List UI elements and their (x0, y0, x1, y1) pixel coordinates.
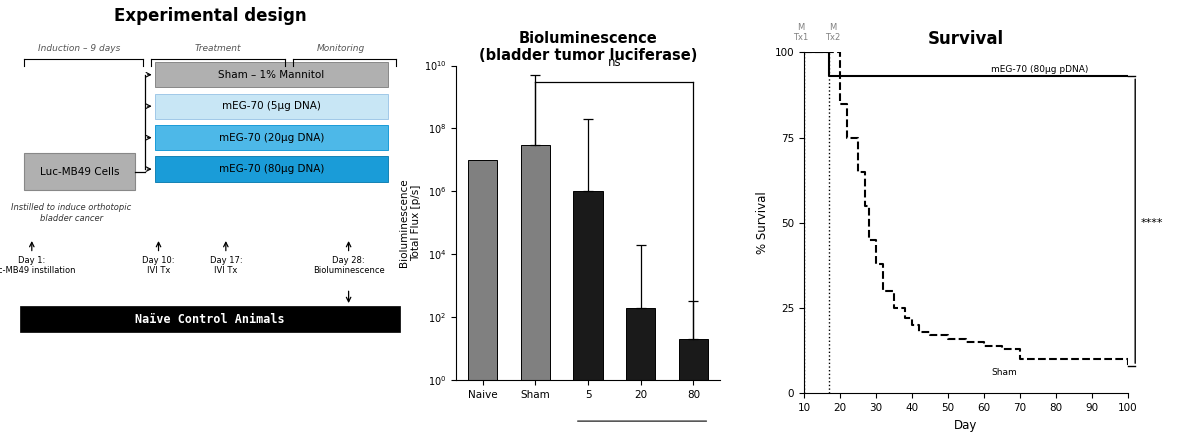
Text: Day 28:
Bioluminescence: Day 28: Bioluminescence (313, 256, 384, 275)
Text: mEG-70 (20μg DNA): mEG-70 (20μg DNA) (218, 133, 324, 142)
FancyBboxPatch shape (20, 306, 400, 332)
Text: ****: **** (1140, 218, 1163, 228)
Text: mEG-70 (80μg DNA): mEG-70 (80μg DNA) (218, 164, 324, 174)
Text: Luc-MB49 Cells: Luc-MB49 Cells (40, 167, 119, 177)
Bar (521, 145, 550, 437)
Text: Sham – 1% Mannitol: Sham – 1% Mannitol (218, 70, 324, 80)
Text: Experimental design: Experimental design (114, 7, 306, 24)
Text: Day 17:
IVI Tx: Day 17: IVI Tx (210, 256, 242, 275)
Title: Bioluminescence
(bladder tumor luciferase): Bioluminescence (bladder tumor luciferas… (479, 31, 697, 63)
FancyBboxPatch shape (155, 125, 389, 150)
FancyBboxPatch shape (155, 94, 389, 119)
Text: M
Tx2: M Tx2 (826, 23, 840, 42)
Text: Day 1:
Luc-MB49 instillation: Day 1: Luc-MB49 instillation (0, 256, 76, 275)
Text: mEG-70 (5μg DNA): mEG-70 (5μg DNA) (222, 101, 320, 111)
Bar (626, 308, 655, 437)
X-axis label: Day: Day (954, 419, 978, 432)
Y-axis label: Bioluminescence
Total Flux [p/s]: Bioluminescence Total Flux [p/s] (400, 179, 421, 267)
Text: mEG-70 (80μg pDNA): mEG-70 (80μg pDNA) (991, 65, 1088, 74)
Bar (468, 160, 497, 437)
Text: Day 10:
IVI Tx: Day 10: IVI Tx (143, 256, 175, 275)
Text: M
Tx1: M Tx1 (793, 23, 808, 42)
FancyBboxPatch shape (24, 153, 134, 190)
Title: Survival: Survival (928, 30, 1004, 48)
Text: Naïve Control Animals: Naïve Control Animals (136, 312, 284, 326)
FancyBboxPatch shape (155, 156, 389, 182)
Text: Sham: Sham (991, 368, 1016, 377)
Text: ns: ns (607, 56, 622, 69)
Text: Monitoring: Monitoring (317, 44, 365, 52)
Text: Treatment: Treatment (194, 44, 241, 52)
Bar (679, 339, 708, 437)
Bar (574, 191, 602, 437)
FancyBboxPatch shape (155, 62, 389, 87)
Y-axis label: % Survival: % Survival (756, 191, 769, 254)
Text: Induction – 9 days: Induction – 9 days (38, 44, 120, 52)
Text: Instilled to induce orthotopic
bladder cancer: Instilled to induce orthotopic bladder c… (11, 203, 132, 222)
